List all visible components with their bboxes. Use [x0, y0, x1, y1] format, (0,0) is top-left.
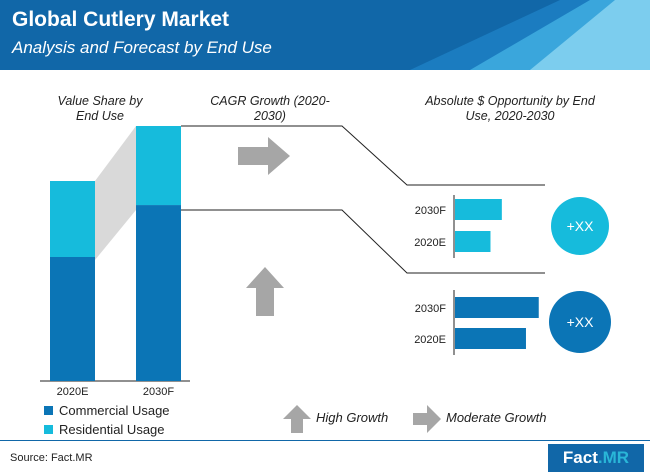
- x-tick-label-2030F: 2030F: [143, 386, 174, 398]
- stacked-bar-commercial-2030F: [136, 205, 181, 381]
- hbar-label-commercial-2020E: 2020E: [414, 334, 446, 346]
- value-share-heading: Value Share by End Use: [57, 94, 143, 123]
- high-growth-arrow-icon: [246, 267, 284, 316]
- hbar-commercial-2020E: [455, 328, 526, 349]
- page-title: Global Cutlery Market: [12, 8, 230, 31]
- header-banner: Global Cutlery Market Analysis and Forec…: [0, 0, 650, 70]
- opportunity-circle-commercial: [549, 291, 611, 353]
- opportunity-heading: Absolute $ Opportunity by End Use, 2020-…: [425, 94, 595, 123]
- legend-high-growth-label: High Growth: [316, 410, 389, 425]
- legend-label-commercial: Commercial Usage: [59, 403, 170, 418]
- hbar-label-residential-2030F: 2030F: [415, 205, 446, 217]
- hbar-label-commercial-2030F: 2030F: [415, 303, 446, 315]
- hbar-commercial-2030F: [455, 297, 539, 318]
- share-connector: [95, 126, 136, 260]
- legend-swatch-residential: [44, 425, 53, 434]
- moderate-growth-arrow-icon: [238, 137, 290, 175]
- opportunity-value-commercial: +XX: [567, 314, 595, 330]
- legend-label-residential: Residential Usage: [59, 422, 165, 437]
- stacked-bar-residential-2020E: [50, 181, 95, 257]
- legend-swatch-commercial: [44, 406, 53, 415]
- opportunity-value-residential: +XX: [567, 218, 595, 234]
- logo-suffix: .MR: [597, 448, 630, 467]
- opportunity-circle-residential: [551, 197, 609, 255]
- stacked-bar-residential-2030F: [136, 126, 181, 206]
- legend-item-residential: Residential Usage: [44, 422, 165, 437]
- flow-line-top: [181, 125, 545, 186]
- legend-high-growth-icon: [283, 405, 311, 433]
- hbar-residential-2030F: [455, 199, 502, 220]
- legend-moderate-growth-icon: [413, 405, 441, 433]
- legend-item-commercial: Commercial Usage: [44, 403, 170, 418]
- hbar-label-residential-2020E: 2020E: [414, 237, 446, 249]
- page-subtitle: Analysis and Forecast by End Use: [12, 38, 272, 57]
- source-note: Source: Fact.MR: [10, 452, 93, 464]
- footer-rule: [0, 440, 650, 441]
- x-tick-label-2020E: 2020E: [57, 386, 89, 398]
- flow-line-bottom: [181, 209, 545, 274]
- stacked-bar-commercial-2020E: [50, 257, 95, 381]
- cagr-heading: CAGR Growth (2020-2030): [210, 94, 330, 123]
- legend-moderate-growth-label: Moderate Growth: [446, 410, 547, 425]
- factmr-logo: Fact .MR: [548, 444, 644, 472]
- logo-name: Fact: [562, 448, 598, 467]
- hbar-residential-2020E: [455, 231, 491, 252]
- chart-canvas: +XX +XX 2020E 2030F 2030F 2020E 2030F 2020E: [40, 125, 611, 398]
- header-decoration: [410, 0, 650, 70]
